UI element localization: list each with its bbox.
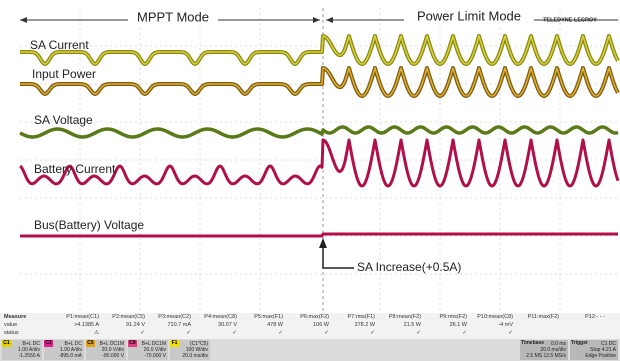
annotation: SA Increase(+0.5A) xyxy=(357,260,461,274)
mode-label: Power Limit Mode xyxy=(417,8,521,23)
measure-status: ✓ xyxy=(469,330,513,336)
measure-name: P1:mean(C1) xyxy=(55,314,99,320)
arrow-head xyxy=(313,17,320,23)
measure-name: P5:max(F1) xyxy=(239,314,283,320)
measure-value: 26.1 W xyxy=(423,322,467,328)
row-label: Measure xyxy=(4,314,26,320)
input-power-trace xyxy=(20,68,618,96)
trigger-title: Trigger xyxy=(571,340,588,346)
measure-name: P11:max(F2) xyxy=(515,314,559,320)
measure-status: ✓ xyxy=(377,330,421,336)
channel-setting: 20.0 ms/div xyxy=(182,353,208,359)
measure-status: ✓ xyxy=(239,330,283,336)
measure-name: P7:rms(F1) xyxy=(331,314,375,320)
measure-name: P2:mean(C5) xyxy=(101,314,145,320)
measure-status: ✓ xyxy=(423,330,467,336)
measure-value: 478 W xyxy=(239,322,283,328)
measure-name: P9:rms(F2) xyxy=(423,314,467,320)
channel-tag: C8 xyxy=(128,340,137,347)
timebase-title: Timebase xyxy=(521,340,544,346)
arrow-head xyxy=(20,17,27,23)
measure-table: Measure value status P1:mean(C1) >4.1385 A ⚠ P… xyxy=(0,313,620,339)
scope-display: MPPT Mode Power Limit Mode TELEDYNE LECR… xyxy=(0,0,620,313)
trace-label: Input Power xyxy=(32,67,96,81)
trace-label: SA Voltage xyxy=(34,113,93,127)
measure-status: ✓ xyxy=(101,330,145,336)
measure-value: 21.5 W xyxy=(377,322,421,328)
traces xyxy=(20,36,618,236)
measure-value: 378.2 W xyxy=(331,322,375,328)
channel-setting: -80.000 V xyxy=(102,353,124,359)
trigger-setting: Edge Positive xyxy=(585,353,616,359)
measure-status: ✓ xyxy=(331,330,375,336)
measure-status: ✓ xyxy=(193,330,237,336)
measure-value: 710.7 mA xyxy=(147,322,191,328)
trace-label: SA Current xyxy=(30,38,89,52)
arrow-head xyxy=(319,238,327,248)
channel-setting: -70.000 V xyxy=(144,353,166,359)
trace-label: Bus(Battery) Voltage xyxy=(34,218,144,232)
channel-tag: F1 xyxy=(170,340,179,347)
measure-name: P12:- - - xyxy=(561,314,605,320)
measure-value: 91.24 V xyxy=(101,322,145,328)
channel-tag: C5 xyxy=(86,340,95,347)
channel-tag: C1 xyxy=(2,340,11,347)
sa-current-trace xyxy=(20,36,618,64)
sa-voltage-trace xyxy=(20,127,618,137)
row-label: status xyxy=(4,330,19,336)
row-label: value xyxy=(4,322,17,328)
measure-value: 30.07 V xyxy=(193,322,237,328)
scope-screen: MPPT Mode Power Limit Mode TELEDYNE LECR… xyxy=(0,0,620,361)
measure-name: P10:mean(C8) xyxy=(469,314,513,320)
measure-status: ✓ xyxy=(147,330,191,336)
channel-setting: -895.0 mA xyxy=(59,353,82,359)
trace-label: Battery Current xyxy=(34,162,116,176)
bus-voltage-trace xyxy=(20,234,618,236)
annotation-arrow xyxy=(323,240,354,268)
mode-label: MPPT Mode xyxy=(137,9,209,24)
channel-tag: C2 xyxy=(44,340,53,347)
measure-name: P8:mean(F2) xyxy=(377,314,421,320)
channel-setting: -1.2550 A xyxy=(19,353,40,359)
measure-name: P4:mean(C8) xyxy=(193,314,237,320)
measure-value: -4 mV xyxy=(469,322,513,328)
measure-name: P6:max(F2) xyxy=(285,314,329,320)
measure-value: 106 W xyxy=(285,322,329,328)
measure-name: P3:mean(C2) xyxy=(147,314,191,320)
measure-status: ✓ xyxy=(285,330,329,336)
measure-status: ⚠ xyxy=(55,330,99,336)
timebase-setting: 2.5 MS 12.5 MS/s xyxy=(526,353,566,359)
brand-logo: TELEDYNE LECROY xyxy=(543,17,597,23)
arrow-head xyxy=(326,17,333,23)
measure-value: >4.1385 A xyxy=(55,322,99,328)
